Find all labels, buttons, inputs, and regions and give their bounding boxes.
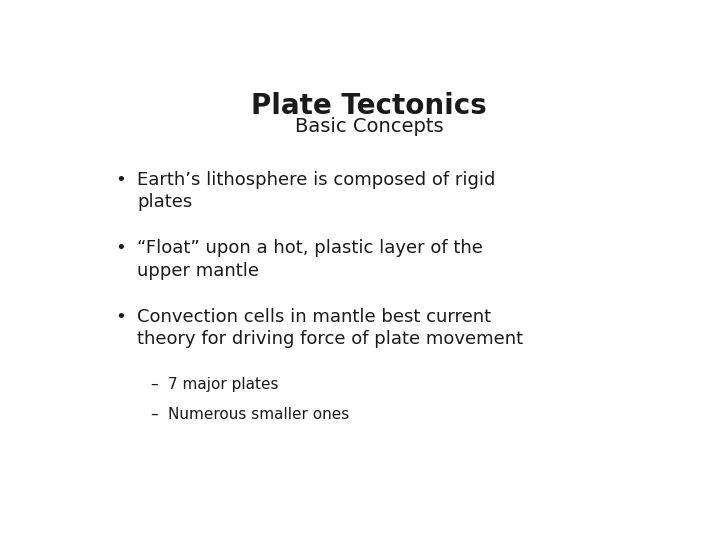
Text: 7 major plates: 7 major plates (168, 377, 279, 392)
Text: “Float” upon a hot, plastic layer of the
upper mantle: “Float” upon a hot, plastic layer of the… (138, 239, 483, 280)
Text: –: – (150, 377, 158, 392)
Text: Plate Tectonics: Plate Tectonics (251, 92, 487, 120)
Text: Basic Concepts: Basic Concepts (294, 117, 444, 136)
Text: •: • (115, 171, 126, 189)
Text: •: • (115, 239, 126, 258)
Text: •: • (115, 308, 126, 326)
Text: Convection cells in mantle best current
theory for driving force of plate moveme: Convection cells in mantle best current … (138, 308, 523, 348)
Text: –: – (150, 407, 158, 422)
Text: Numerous smaller ones: Numerous smaller ones (168, 407, 349, 422)
Text: Earth’s lithosphere is composed of rigid
plates: Earth’s lithosphere is composed of rigid… (138, 171, 496, 211)
